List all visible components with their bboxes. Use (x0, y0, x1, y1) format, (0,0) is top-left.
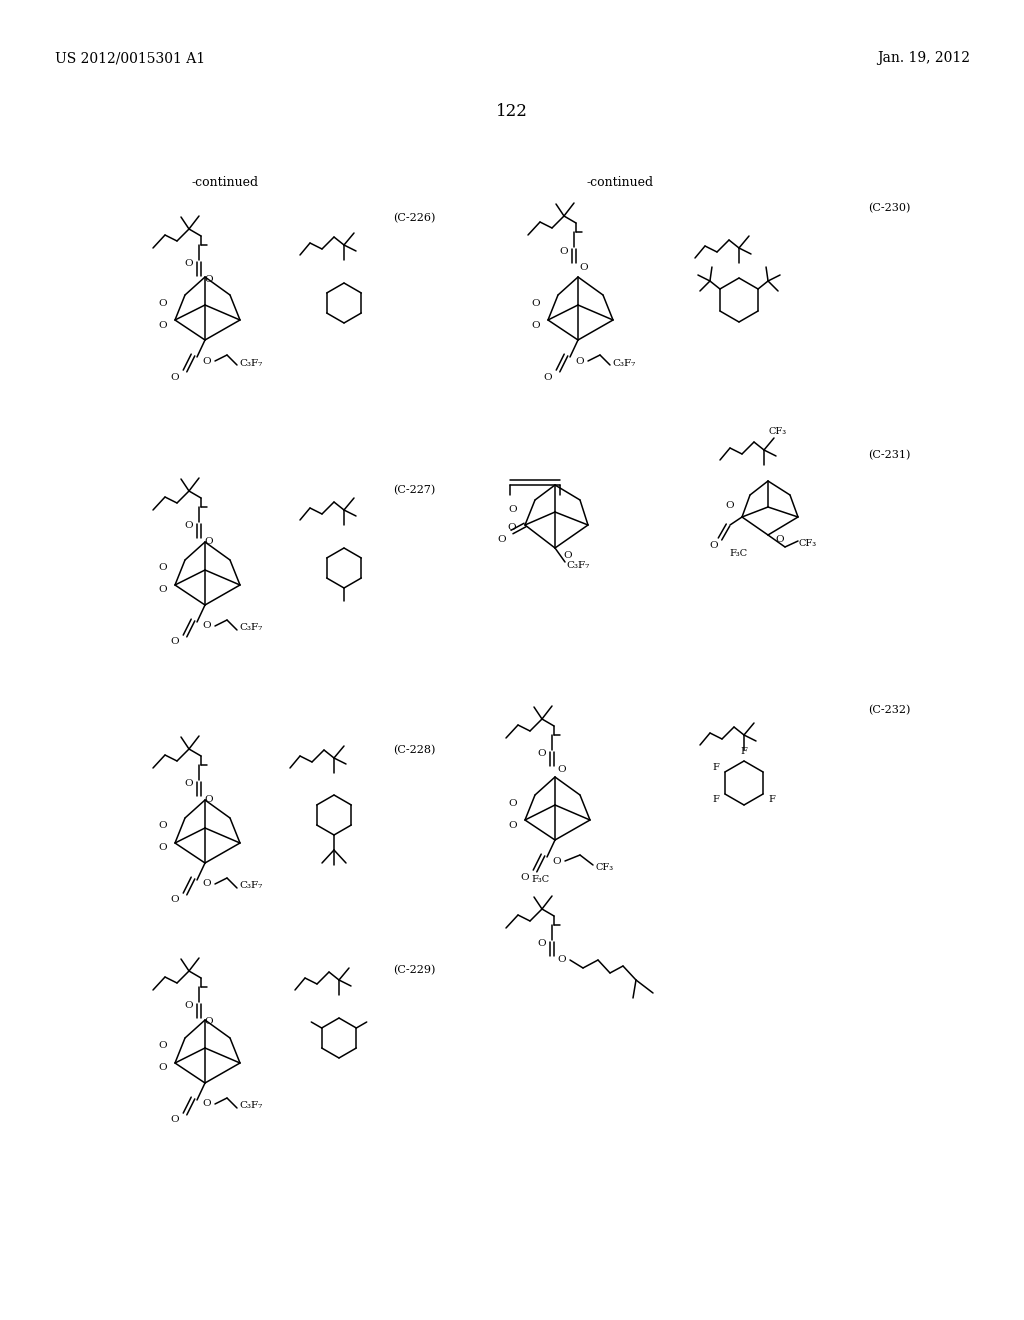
Text: O: O (203, 879, 211, 888)
Text: O: O (184, 780, 194, 788)
Text: O: O (203, 622, 211, 631)
Text: O: O (203, 1100, 211, 1109)
Text: O: O (531, 321, 541, 330)
Text: O: O (553, 857, 561, 866)
Text: O: O (159, 564, 167, 573)
Text: O: O (205, 796, 213, 804)
Text: CF₃: CF₃ (799, 539, 817, 548)
Text: CF₃: CF₃ (769, 428, 787, 437)
Text: O: O (538, 750, 547, 759)
Text: O: O (159, 821, 167, 830)
Text: O: O (508, 524, 516, 532)
Text: O: O (205, 276, 213, 285)
Text: US 2012/0015301 A1: US 2012/0015301 A1 (55, 51, 205, 65)
Text: (C-230): (C-230) (868, 203, 910, 213)
Text: CF₃: CF₃ (596, 862, 614, 871)
Text: O: O (159, 1064, 167, 1072)
Text: F₃C: F₃C (530, 874, 549, 883)
Text: O: O (776, 535, 784, 544)
Text: O: O (203, 356, 211, 366)
Text: O: O (544, 372, 552, 381)
Text: F: F (713, 795, 720, 804)
Text: C₃F₇: C₃F₇ (240, 1101, 262, 1110)
Text: O: O (726, 500, 734, 510)
Text: O: O (159, 1041, 167, 1051)
Text: (C-228): (C-228) (393, 744, 435, 755)
Text: O: O (171, 638, 179, 647)
Text: O: O (205, 1018, 213, 1027)
Text: O: O (531, 298, 541, 308)
Text: O: O (159, 586, 167, 594)
Text: O: O (171, 1115, 179, 1125)
Text: O: O (560, 247, 568, 256)
Text: O: O (558, 766, 566, 775)
Text: O: O (205, 537, 213, 546)
Text: O: O (509, 821, 517, 829)
Text: Jan. 19, 2012: Jan. 19, 2012 (877, 51, 970, 65)
Text: C₃F₇: C₃F₇ (566, 561, 590, 569)
Text: O: O (710, 540, 718, 549)
Text: O: O (520, 873, 529, 882)
Text: C₃F₇: C₃F₇ (612, 359, 636, 367)
Text: O: O (575, 356, 585, 366)
Text: F: F (740, 747, 748, 755)
Text: O: O (563, 550, 572, 560)
Text: O: O (159, 843, 167, 853)
Text: O: O (558, 956, 566, 965)
Text: F₃C: F₃C (729, 549, 748, 557)
Text: O: O (580, 263, 589, 272)
Text: (C-226): (C-226) (393, 213, 435, 223)
Text: (C-232): (C-232) (868, 705, 910, 715)
Text: O: O (159, 298, 167, 308)
Text: O: O (159, 321, 167, 330)
Text: O: O (498, 536, 506, 544)
Text: O: O (184, 521, 194, 531)
Text: O: O (509, 506, 517, 515)
Text: -continued: -continued (191, 177, 259, 190)
Text: C₃F₇: C₃F₇ (240, 623, 262, 632)
Text: O: O (184, 1002, 194, 1011)
Text: F: F (768, 795, 775, 804)
Text: -continued: -continued (587, 177, 653, 190)
Text: C₃F₇: C₃F₇ (240, 359, 262, 367)
Text: O: O (171, 895, 179, 904)
Text: O: O (184, 260, 194, 268)
Text: (C-229): (C-229) (393, 965, 435, 975)
Text: O: O (538, 940, 547, 949)
Text: C₃F₇: C₃F₇ (240, 882, 262, 891)
Text: (C-227): (C-227) (393, 484, 435, 495)
Text: 122: 122 (496, 103, 528, 120)
Text: F: F (713, 763, 720, 771)
Text: (C-231): (C-231) (868, 450, 910, 461)
Text: O: O (171, 372, 179, 381)
Text: O: O (509, 799, 517, 808)
